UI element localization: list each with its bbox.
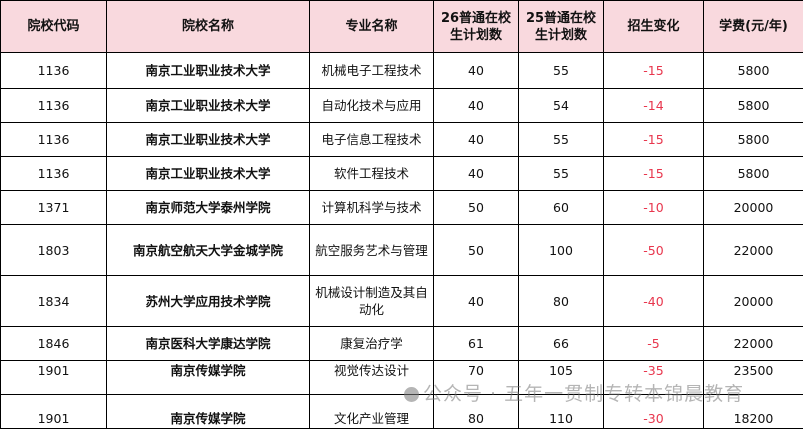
header-row: 院校代码 院校名称 专业名称 26普通在校生计划数 25普通在校生计划数 招生变… — [1, 1, 803, 53]
cell-plan26: 61 — [434, 327, 519, 361]
header-plan26: 26普通在校生计划数 — [434, 1, 519, 53]
cell-fee: 22000 — [704, 225, 803, 276]
cell-fee: 20000 — [704, 191, 803, 225]
cell-school: 南京航空航天大学金城学院 — [107, 225, 310, 276]
cell-school: 南京工业职业技术大学 — [107, 53, 310, 89]
cell-change: -40 — [604, 276, 704, 327]
cell-school: 南京师范大学泰州学院 — [107, 191, 310, 225]
header-change: 招生变化 — [604, 1, 704, 53]
cell-code: 1901 — [1, 361, 107, 395]
cell-plan25: 60 — [519, 191, 604, 225]
cell-plan26: 40 — [434, 89, 519, 123]
cell-major: 航空服务艺术与管理 — [310, 225, 434, 276]
cell-fee: 5800 — [704, 53, 803, 89]
cell-school: 南京工业职业技术大学 — [107, 123, 310, 157]
cell-fee: 22000 — [704, 327, 803, 361]
cell-major: 康复治疗学 — [310, 327, 434, 361]
cell-change: -15 — [604, 123, 704, 157]
cell-code: 1136 — [1, 157, 107, 191]
cell-school: 南京工业职业技术大学 — [107, 157, 310, 191]
cell-plan26: 40 — [434, 276, 519, 327]
cell-school: 苏州大学应用技术学院 — [107, 276, 310, 327]
cell-plan26: 40 — [434, 157, 519, 191]
cell-plan26: 50 — [434, 191, 519, 225]
header-fee: 学费(元/年) — [704, 1, 803, 53]
cell-change: -10 — [604, 191, 704, 225]
cell-plan25: 55 — [519, 157, 604, 191]
header-code: 院校代码 — [1, 1, 107, 53]
cell-code: 1803 — [1, 225, 107, 276]
cell-plan26: 40 — [434, 53, 519, 89]
cell-fee: 5800 — [704, 89, 803, 123]
cell-plan25: 100 — [519, 225, 604, 276]
cell-code: 1846 — [1, 327, 107, 361]
cell-code: 1136 — [1, 53, 107, 89]
cell-plan25: 54 — [519, 89, 604, 123]
cell-school: 南京传媒学院 — [107, 395, 310, 429]
cell-plan25: 80 — [519, 276, 604, 327]
cell-code: 1371 — [1, 191, 107, 225]
cell-school: 南京工业职业技术大学 — [107, 89, 310, 123]
cell-code: 1901 — [1, 395, 107, 429]
header-major: 专业名称 — [310, 1, 434, 53]
cell-school: 南京医科大学康达学院 — [107, 327, 310, 361]
cell-major: 自动化技术与应用 — [310, 89, 434, 123]
cell-plan25: 55 — [519, 123, 604, 157]
cell-fee: 5800 — [704, 157, 803, 191]
header-plan25: 25普通在校生计划数 — [519, 1, 604, 53]
cell-code: 1136 — [1, 123, 107, 157]
cell-code: 1136 — [1, 89, 107, 123]
cell-fee: 5800 — [704, 123, 803, 157]
cell-change: -50 — [604, 225, 704, 276]
cell-plan25: 55 — [519, 53, 604, 89]
wechat-icon — [404, 387, 419, 402]
cell-change: -15 — [604, 157, 704, 191]
cell-plan26: 40 — [434, 123, 519, 157]
cell-major: 计算机科学与技术 — [310, 191, 434, 225]
cell-major: 机械电子工程技术 — [310, 53, 434, 89]
watermark: 公众号 · 五年一贯制专转本锦晨教育 — [404, 382, 744, 406]
cell-school: 南京传媒学院 — [107, 361, 310, 395]
header-school: 院校名称 — [107, 1, 310, 53]
cell-code: 1834 — [1, 276, 107, 327]
watermark-text: 公众号 · 五年一贯制专转本锦晨教育 — [423, 382, 744, 406]
cell-change: -5 — [604, 327, 704, 361]
cell-plan26: 50 — [434, 225, 519, 276]
cell-change: -14 — [604, 89, 704, 123]
cell-major: 电子信息工程技术 — [310, 123, 434, 157]
cell-major: 机械设计制造及其自动化 — [310, 276, 434, 327]
cell-plan25: 66 — [519, 327, 604, 361]
cell-fee: 20000 — [704, 276, 803, 327]
cell-major: 软件工程技术 — [310, 157, 434, 191]
cell-change: -15 — [604, 53, 704, 89]
